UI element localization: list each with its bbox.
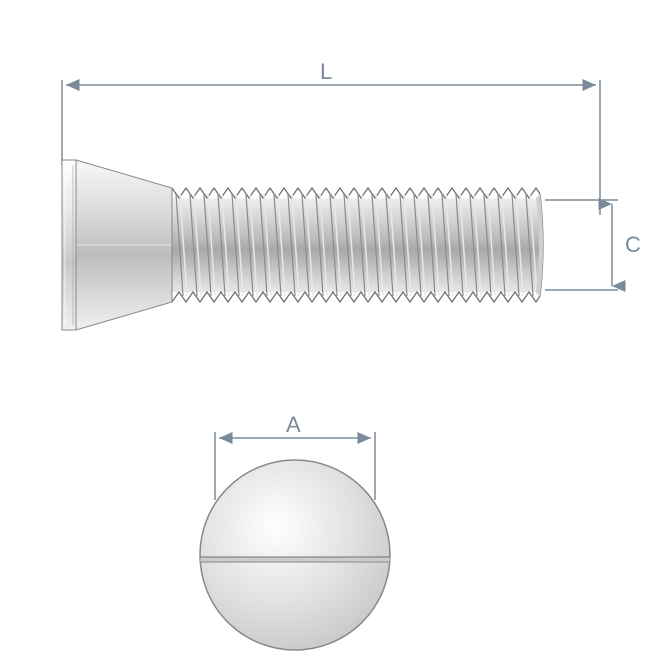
screw-side-view	[62, 160, 543, 330]
dimension-label-C: C	[625, 232, 641, 258]
dimension-label-L: L	[320, 59, 332, 85]
dimension-C	[545, 200, 618, 290]
screw-head-axial-view	[200, 460, 390, 650]
technical-drawing	[0, 0, 670, 670]
dimension-label-A: A	[286, 412, 301, 438]
diagram-canvas: L C A	[0, 0, 670, 670]
